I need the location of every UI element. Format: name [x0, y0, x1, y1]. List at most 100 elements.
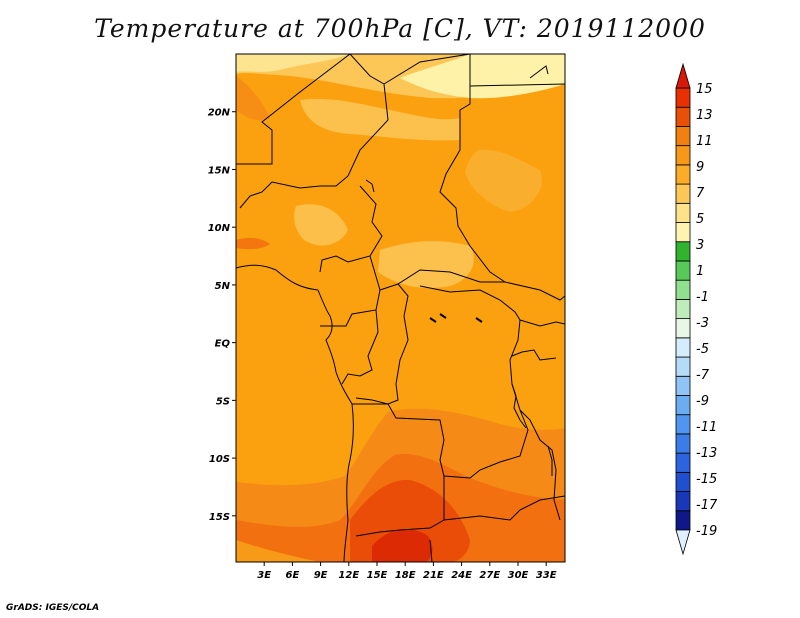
border-cameroon-south: [320, 289, 381, 327]
lake-tanganyika: [511, 383, 527, 429]
lat-tick-label: 10S: [209, 454, 230, 465]
colorbar-box: [675, 318, 691, 339]
colorbar-label: 13: [696, 108, 713, 123]
colorbar-box: [675, 222, 691, 243]
colorbar-label: 9: [696, 160, 704, 175]
lon-tick-label: 21E: [423, 570, 444, 581]
field-band-15-core: [372, 529, 433, 562]
colorbar-label: -19: [696, 524, 717, 539]
colorbar-box: [675, 375, 691, 396]
colorbar-box: [675, 356, 691, 377]
field-patch-7-9: [300, 98, 460, 141]
colorbar-box: [675, 202, 691, 223]
lat-tick-label: 5N: [215, 281, 231, 292]
colorbar-box: [675, 433, 691, 454]
colorbar-label: -15: [696, 472, 717, 487]
colorbar-box: [675, 395, 691, 416]
lon-tick-label: 3E: [257, 570, 271, 581]
lat-tick-label: 20N: [208, 108, 231, 119]
lat-tick-label: 5S: [216, 396, 230, 407]
colorbar-label: -11: [696, 420, 717, 435]
lat-tick-label: 10N: [208, 223, 231, 234]
colorbar-label: -5: [696, 342, 709, 357]
lake-malawi: [547, 445, 553, 476]
colorbar-box: [675, 241, 691, 262]
lat-tick-label: EQ: [215, 339, 231, 350]
field-patch-warm-sahara: [236, 76, 270, 121]
border-egypt-sudan: [469, 83, 565, 87]
lon-tick-label: 30E: [508, 570, 529, 581]
lake-chad: [365, 179, 375, 193]
colorbar-label: -1: [696, 290, 709, 305]
map-title: Temperature at 700hPa [C], VT: 201911200…: [94, 14, 706, 43]
colorbar-box: [675, 145, 691, 166]
colorbar-low-triangle: [675, 529, 691, 556]
colorbar: 15 13 11 9 7 5 3 1 -1 -3 -5 -7 -9 -11 -13 -15 -17 -19: [675, 62, 718, 556]
colorbar-box: [675, 491, 691, 512]
colorbar-box: [675, 337, 691, 358]
colorbar-label: 11: [696, 134, 713, 149]
coast-red-sea: [529, 65, 549, 79]
colorbar-box: [675, 126, 691, 147]
border-angola-south: [355, 476, 445, 537]
field-band-5-7-northeast: [400, 54, 565, 99]
colorbar-label: 1: [696, 264, 704, 279]
colorbar-label: -9: [696, 394, 709, 409]
colorbar-box: [675, 452, 691, 473]
border-congo-drc: [355, 283, 409, 405]
colorbar-label: -7: [696, 368, 710, 383]
border-zambia-south: [443, 495, 565, 521]
colorbar-box: [675, 164, 691, 185]
field-patch-cameroon: [294, 204, 348, 246]
colorbar-label: -3: [696, 316, 709, 331]
latitude-axis: 20N 15N 10N 5N EQ 5S 10S 15S: [208, 108, 236, 523]
colorbar-box: [675, 471, 691, 492]
lon-tick-label: 12E: [338, 570, 359, 581]
colorbar-box: [675, 279, 691, 300]
colorbar-label: -17: [696, 498, 718, 513]
colorbar-label: 15: [696, 82, 713, 97]
temperature-field: [236, 54, 565, 562]
field-patch-car: [378, 241, 474, 289]
colorbar-box: [675, 260, 691, 281]
coastline-gulf-of-guinea: [236, 264, 319, 291]
border-south-sudan: [504, 281, 565, 301]
lat-tick-label: 15N: [208, 165, 231, 176]
lat-tick-label: 15S: [209, 512, 230, 523]
lon-tick-label: 18E: [395, 570, 416, 581]
field-patch-southwest: [236, 540, 320, 562]
border-libya-chad: [383, 54, 471, 85]
lon-tick-label: 9E: [314, 570, 328, 581]
border-congo-gabon: [341, 309, 379, 385]
colorbar-box: [675, 106, 691, 127]
lon-tick-label: 24E: [451, 570, 472, 581]
border-angola-drc: [352, 403, 529, 479]
colorbar-box: [675, 510, 691, 531]
colorbar-box: [675, 87, 691, 108]
colorbar-high-triangle: [675, 62, 691, 89]
colorbar-box: [675, 183, 691, 204]
colorbar-label: 3: [696, 238, 704, 253]
colorbar-box: [675, 414, 691, 435]
colorbar-label: 5: [696, 212, 704, 227]
border-mali-niger: [236, 54, 351, 165]
congo-river-marks: [429, 313, 483, 323]
colorbar-label: -13: [696, 446, 717, 461]
lake-victoria: [511, 349, 557, 361]
border-namibia-botswana: [429, 539, 433, 562]
coastline-west-central: [317, 289, 354, 562]
field-band-5-7-north: [236, 54, 350, 72]
field-patch-sudan: [465, 149, 542, 212]
lon-tick-label: 33E: [536, 570, 557, 581]
border-chad-sudan: [439, 54, 506, 283]
colorbar-label: 7: [696, 186, 705, 201]
boundaries: [236, 54, 565, 562]
lon-tick-label: 6E: [286, 570, 300, 581]
lon-tick-label: 27E: [479, 570, 500, 581]
grads-credit: GrADS: IGES/COLA: [6, 603, 100, 613]
lon-tick-label: 15E: [367, 570, 388, 581]
field-patch-warm-west: [236, 237, 270, 250]
colorbar-box: [675, 298, 691, 320]
border-uganda-kenya: [519, 319, 565, 327]
